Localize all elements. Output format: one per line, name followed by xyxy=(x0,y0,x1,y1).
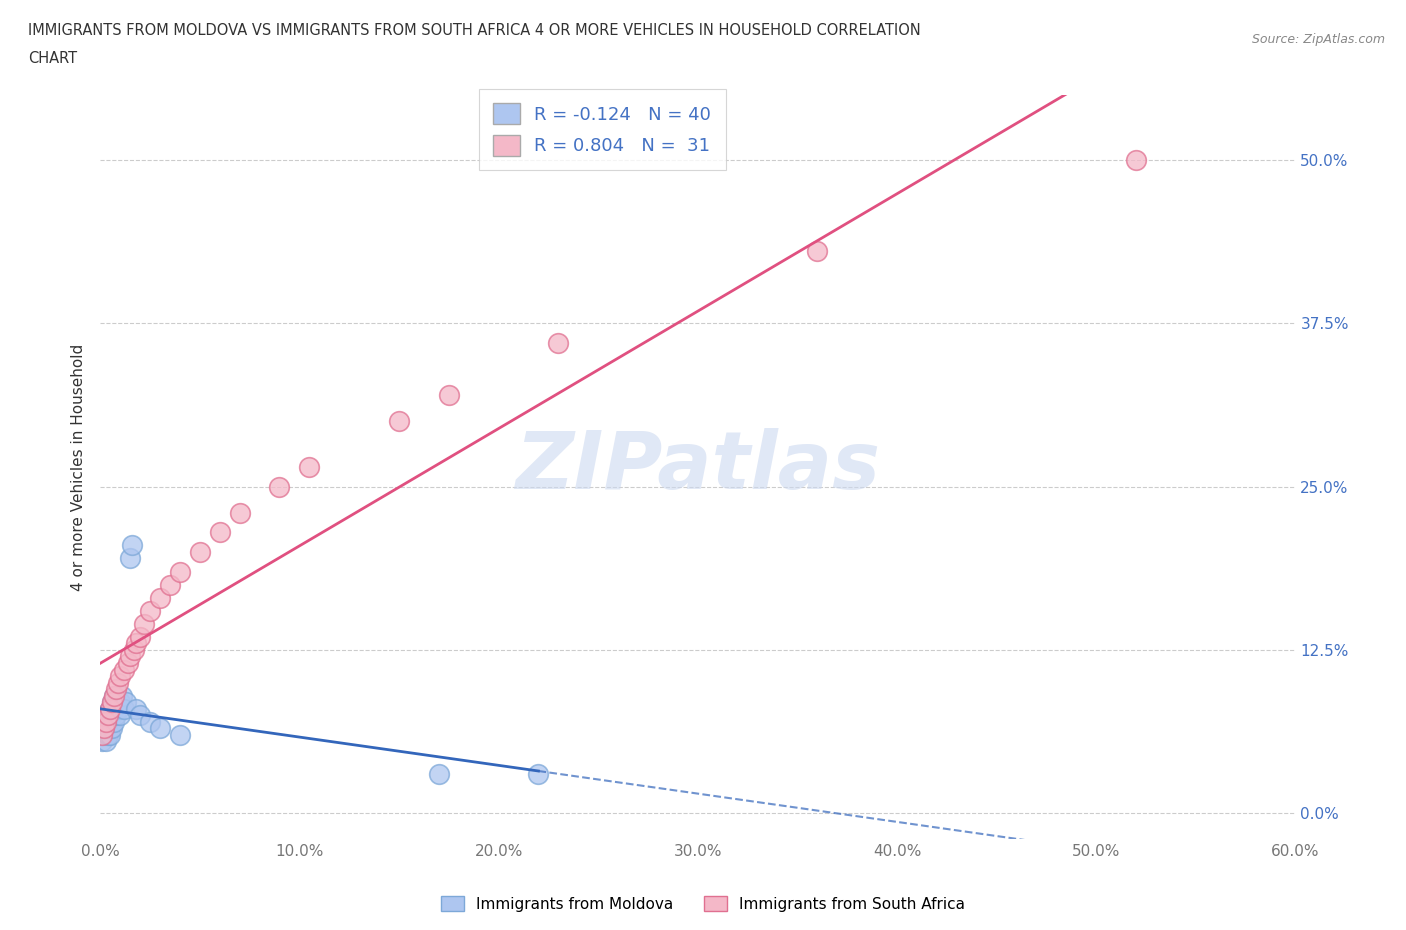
Point xyxy=(112,701,135,716)
Point xyxy=(98,721,121,736)
Point xyxy=(98,701,121,716)
Point xyxy=(108,695,131,710)
Point xyxy=(112,662,135,677)
Point xyxy=(94,714,117,729)
Point xyxy=(103,714,125,729)
Point xyxy=(108,708,131,723)
Point xyxy=(1125,153,1147,167)
Point xyxy=(208,525,231,539)
Point xyxy=(101,721,124,736)
Point xyxy=(139,714,162,729)
Point xyxy=(101,708,124,723)
Point xyxy=(103,688,125,703)
Point xyxy=(98,727,121,742)
Text: CHART: CHART xyxy=(28,51,77,66)
Point xyxy=(107,675,129,690)
Point xyxy=(806,244,828,259)
Point xyxy=(139,604,162,618)
Point xyxy=(149,721,172,736)
Point xyxy=(117,656,139,671)
Point xyxy=(101,695,124,710)
Point xyxy=(91,734,114,749)
Text: ZIPatlas: ZIPatlas xyxy=(515,428,880,506)
Point xyxy=(125,701,148,716)
Point xyxy=(159,578,181,592)
Point xyxy=(188,544,211,559)
Point xyxy=(97,708,120,723)
Point xyxy=(132,617,155,631)
Point xyxy=(93,721,115,736)
Point xyxy=(93,708,115,723)
Y-axis label: 4 or more Vehicles in Household: 4 or more Vehicles in Household xyxy=(72,343,86,591)
Point xyxy=(129,708,152,723)
Point xyxy=(115,695,138,710)
Point xyxy=(91,714,114,729)
Point xyxy=(107,701,129,716)
Point xyxy=(169,565,191,579)
Point xyxy=(437,388,460,403)
Point xyxy=(105,708,128,723)
Point xyxy=(388,414,411,429)
Point xyxy=(98,701,121,716)
Legend: R = -0.124   N = 40, R = 0.804   N =  31: R = -0.124 N = 40, R = 0.804 N = 31 xyxy=(478,89,725,170)
Point xyxy=(118,551,141,565)
Point xyxy=(547,336,569,351)
Legend: Immigrants from Moldova, Immigrants from South Africa: Immigrants from Moldova, Immigrants from… xyxy=(434,889,972,918)
Point xyxy=(105,682,128,697)
Point xyxy=(427,766,450,781)
Point xyxy=(269,479,291,494)
Text: IMMIGRANTS FROM MOLDOVA VS IMMIGRANTS FROM SOUTH AFRICA 4 OR MORE VEHICLES IN HO: IMMIGRANTS FROM MOLDOVA VS IMMIGRANTS FR… xyxy=(28,23,921,38)
Point xyxy=(97,727,120,742)
Point xyxy=(125,636,148,651)
Point xyxy=(97,708,120,723)
Point xyxy=(103,688,125,703)
Point xyxy=(98,714,121,729)
Point xyxy=(94,721,117,736)
Text: Source: ZipAtlas.com: Source: ZipAtlas.com xyxy=(1251,33,1385,46)
Point xyxy=(101,695,124,710)
Point xyxy=(169,727,191,742)
Point xyxy=(94,714,117,729)
Point xyxy=(298,459,321,474)
Point xyxy=(527,766,550,781)
Point xyxy=(93,721,115,736)
Point xyxy=(228,505,250,520)
Point xyxy=(93,727,115,742)
Point xyxy=(94,734,117,749)
Point xyxy=(94,727,117,742)
Point xyxy=(129,630,152,644)
Point xyxy=(103,701,125,716)
Point xyxy=(91,727,114,742)
Point xyxy=(121,538,143,552)
Point xyxy=(149,591,172,605)
Point xyxy=(118,649,141,664)
Point xyxy=(122,643,145,658)
Point xyxy=(111,688,134,703)
Point xyxy=(97,721,120,736)
Point xyxy=(108,669,131,684)
Point xyxy=(89,727,111,742)
Point xyxy=(105,695,128,710)
